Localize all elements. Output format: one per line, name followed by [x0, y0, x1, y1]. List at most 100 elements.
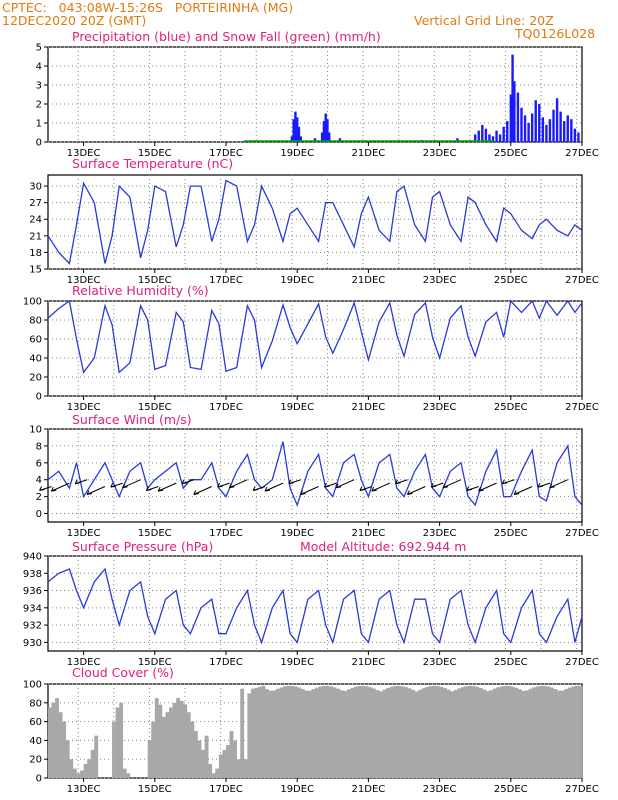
precip-bar: [552, 109, 555, 142]
y-tick-label: 4: [36, 62, 42, 73]
x-tick-label: 13DEC: [67, 784, 101, 795]
cloud-bar: [172, 702, 177, 778]
cloud-bar: [268, 690, 273, 778]
cloud-bar: [279, 687, 284, 778]
cloud-bar: [325, 685, 330, 778]
x-tick-label: 23DEC: [423, 148, 457, 159]
series-line: [47, 179, 583, 265]
cloud-bar: [272, 690, 277, 778]
cloud-bar: [236, 759, 241, 778]
cloud-bar: [65, 740, 70, 778]
cloud-bar: [386, 687, 391, 778]
cloud-bar: [453, 689, 458, 778]
y-tick-label: 40: [29, 354, 42, 365]
series-line: [47, 441, 583, 507]
cloud-bar: [379, 691, 383, 778]
cloud-bar: [186, 712, 191, 778]
x-tick-label: 19DEC: [280, 784, 314, 795]
panel-title: Relative Humidity (%): [72, 283, 209, 298]
wind-arrow-head: [228, 483, 235, 489]
y-tick-label: 938: [23, 569, 42, 580]
cloud-bar: [357, 686, 362, 778]
y-tick-label: 4: [36, 475, 42, 486]
cloud-bar: [233, 740, 237, 778]
x-tick-label: 27DEC: [565, 275, 599, 286]
panel-1: Surface Temperature (nC) 15 18 21 24 27 30 13DE…: [29, 156, 599, 286]
cloud-bar: [436, 686, 440, 778]
wind-arrow-head: [264, 486, 271, 492]
precip-bar: [513, 81, 516, 142]
wind-arrow-head: [74, 479, 81, 485]
y-tick-label: 18: [29, 248, 42, 259]
precip-bar: [297, 126, 301, 142]
panel-frame: [47, 300, 583, 397]
cloud-bar: [371, 688, 376, 778]
cloud-bar: [347, 689, 351, 778]
precip-bar: [290, 136, 294, 142]
x-tick-label: 25DEC: [494, 528, 528, 539]
cloud-bar: [307, 690, 312, 778]
precip-bar: [292, 119, 295, 142]
x-tick-label: 27DEC: [565, 657, 599, 668]
cloud-bar: [425, 686, 430, 778]
y-tick-label: 27: [29, 198, 42, 209]
x-tick-label: 27DEC: [565, 148, 599, 159]
cloud-bar: [261, 685, 266, 778]
x-tick-label: 15DEC: [138, 784, 172, 795]
cloud-bar: [254, 687, 259, 778]
cloud-bar: [571, 686, 576, 778]
x-tick-label: 13DEC: [67, 275, 101, 286]
y-tick-label: 40: [29, 736, 42, 747]
cloud-bar: [215, 768, 220, 778]
series-line: [47, 567, 583, 645]
wind-arrow-head: [406, 490, 413, 495]
cloud-bar: [122, 768, 127, 778]
x-tick-label: 21DEC: [352, 528, 386, 539]
cloud-bar: [322, 685, 326, 778]
panel-3: Surface Wind (m/s) 0 2 4 6 8 10 13DEC 15DEC 17DEC…: [29, 412, 599, 539]
cloud-bar: [478, 687, 483, 778]
y-tick-label: 940: [23, 552, 42, 563]
cloud-bar: [315, 687, 319, 778]
cloud-bar: [521, 690, 526, 778]
y-tick-label: 6: [36, 458, 42, 469]
cloud-bar: [396, 685, 401, 778]
precip-bar: [541, 117, 545, 142]
precip-bar: [516, 92, 520, 142]
cloud-bar: [414, 691, 419, 778]
cloud-bar: [208, 763, 213, 778]
x-tick-label: 17DEC: [209, 657, 243, 668]
precip-bar: [520, 107, 523, 142]
y-tick-label: 936: [23, 586, 42, 597]
cloud-bar: [432, 685, 437, 778]
panel-title: Surface Temperature (nC): [72, 156, 233, 171]
cloud-bar: [318, 686, 323, 778]
cloud-bar: [375, 690, 380, 778]
y-tick-label: 100: [23, 680, 42, 691]
precip-bar: [322, 121, 326, 142]
wind-arrow-head: [217, 482, 223, 488]
wind-arrow: [193, 486, 212, 495]
model-id: TQ0126L028: [515, 26, 596, 41]
precip-bar: [577, 132, 580, 142]
wind-arrow: [478, 482, 497, 492]
precip-bar: [506, 121, 509, 142]
y-tick-label: 0: [36, 774, 42, 785]
y-tick-label: 3: [36, 81, 42, 92]
wind-arrow-head: [442, 483, 449, 489]
cloud-bar: [578, 685, 583, 778]
cloud-bar: [500, 686, 504, 778]
panel-title: Surface Pressure (hPa): [72, 539, 213, 554]
cloud-bar: [151, 721, 156, 778]
cloud-bar: [418, 689, 423, 778]
cloud-bar: [336, 688, 341, 778]
precip-bar: [477, 130, 480, 142]
cloud-bar: [90, 749, 95, 778]
x-tick-label: 17DEC: [209, 528, 243, 539]
cloud-bar: [250, 688, 255, 778]
y-tick-label: 2: [36, 100, 42, 111]
cloud-bar: [528, 688, 533, 778]
y-tick-label: 80: [29, 698, 42, 709]
y-tick-label: 100: [23, 297, 42, 308]
